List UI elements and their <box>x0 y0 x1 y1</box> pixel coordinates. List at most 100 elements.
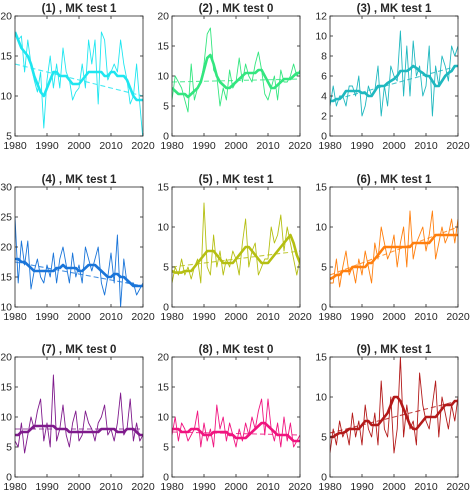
series-smoothed-line <box>172 233 300 274</box>
y-tick-label: 5 <box>163 101 169 113</box>
chart-panel-3: (3) , MK test 1 1980 1990 2000 2010 2020 0 2 4 6 8… <box>315 3 470 152</box>
y-tick-label: 0 <box>163 302 169 314</box>
y-tick-label: 30 <box>0 182 12 194</box>
x-tick-label: 1980 <box>3 481 27 493</box>
x-tick-label: 2000 <box>67 140 91 152</box>
y-tick-label: 20 <box>0 242 12 254</box>
y-tick-label: 15 <box>315 182 327 194</box>
chart-panel-5: (5) , MK test 1 1980 1990 2000 2010 2020 0 5 10 1… <box>157 174 312 323</box>
x-tick-label: 2020 <box>288 140 312 152</box>
series-trend-line <box>15 261 143 287</box>
y-tick-label: 5 <box>6 442 12 454</box>
panel-title: (6) , MK test 1 <box>357 174 432 186</box>
y-tick-label: 0 <box>6 472 12 484</box>
series-smoothed-line <box>330 395 458 439</box>
chart-panel-9: (9) , MK test 1 1980 1990 2000 2010 2020 0 5 10 1… <box>315 344 470 493</box>
y-tick-label: 0 <box>163 131 169 143</box>
x-tick-label: 2020 <box>288 311 312 323</box>
panel-title: (9) , MK test 1 <box>357 344 432 356</box>
y-tick-label: 10 <box>0 91 12 103</box>
x-tick-label: 2010 <box>256 311 280 323</box>
x-tick-label: 2000 <box>382 481 406 493</box>
y-tick-label: 10 <box>0 412 12 424</box>
y-tick-label: 5 <box>163 442 169 454</box>
y-tick-label: 20 <box>157 352 169 364</box>
x-tick-label: 1980 <box>160 140 184 152</box>
chart-panel-1: (1) , MK test 1 1980 1990 2000 2010 2020 5 10 15… <box>0 3 155 152</box>
x-tick-label: 2000 <box>67 481 91 493</box>
y-tick-label: 15 <box>0 382 12 394</box>
x-tick-label: 2020 <box>446 481 470 493</box>
series-annual-line <box>15 31 143 136</box>
series-smoothed-line <box>330 64 458 103</box>
y-tick-label: 0 <box>321 131 327 143</box>
x-tick-label: 2020 <box>131 140 155 152</box>
panel-title: (8) , MK test 0 <box>199 344 274 356</box>
x-tick-label: 2000 <box>224 311 248 323</box>
series-trend-line <box>330 65 458 102</box>
x-tick-label: 2020 <box>446 311 470 323</box>
panel-title: (4) , MK test 1 <box>42 174 117 186</box>
chart-panel-8: (8) , MK test 0 1980 1990 2000 2010 2020 0 5 10 1… <box>157 344 312 493</box>
y-tick-label: 15 <box>157 41 169 53</box>
x-tick-label: 2000 <box>224 481 248 493</box>
y-tick-label: 4 <box>321 91 327 103</box>
y-tick-label: 0 <box>321 302 327 314</box>
x-tick-label: 2010 <box>256 140 280 152</box>
x-tick-label: 2020 <box>131 481 155 493</box>
x-tick-label: 1990 <box>35 311 59 323</box>
y-tick-label: 10 <box>157 412 169 424</box>
panel-title: (5) , MK test 1 <box>199 174 274 186</box>
y-tick-label: 20 <box>157 11 169 23</box>
series-smoothed-line <box>15 424 143 437</box>
x-tick-label: 2000 <box>382 311 406 323</box>
series-trend-line <box>330 226 458 276</box>
y-tick-label: 10 <box>315 222 327 234</box>
series-trend-line <box>172 431 300 436</box>
series-smoothed-line <box>172 53 300 99</box>
y-tick-label: 5 <box>321 262 327 274</box>
axes-frame <box>14 356 144 478</box>
series-annual-line <box>330 30 458 117</box>
y-tick-label: 5 <box>321 432 327 444</box>
y-tick-label: 15 <box>0 51 12 63</box>
x-tick-label: 1980 <box>160 481 184 493</box>
series-annual-line <box>172 27 300 113</box>
axes-frame <box>171 356 301 478</box>
y-tick-label: 5 <box>163 262 169 274</box>
series-trend-line <box>172 250 300 268</box>
chart-panel-2: (2) , MK test 0 1980 1990 2000 2010 2020 0 5 10 1… <box>157 3 312 152</box>
y-tick-label: 25 <box>0 212 12 224</box>
x-tick-label: 2000 <box>67 311 91 323</box>
x-tick-label: 1980 <box>3 140 27 152</box>
series-trend-line <box>330 400 458 434</box>
x-tick-label: 1990 <box>350 311 374 323</box>
x-tick-label: 1990 <box>350 481 374 493</box>
x-tick-label: 2000 <box>382 140 406 152</box>
chart-panel-6: (6) , MK test 1 1980 1990 2000 2010 2020 0 5 10 1… <box>315 174 470 323</box>
x-tick-label: 1990 <box>35 481 59 493</box>
axes-frame <box>171 15 301 137</box>
x-tick-label: 2010 <box>256 481 280 493</box>
series-annual-line <box>330 357 458 454</box>
y-tick-label: 20 <box>0 11 12 23</box>
x-tick-label: 2020 <box>446 140 470 152</box>
y-tick-label: 15 <box>0 272 12 284</box>
y-tick-label: 10 <box>157 71 169 83</box>
y-tick-label: 10 <box>0 302 12 314</box>
y-tick-label: 10 <box>315 31 327 43</box>
panel-title: (2) , MK test 0 <box>199 3 274 15</box>
chart-panel-7: (7) , MK test 0 1980 1990 2000 2010 2020 0 5 10 1… <box>0 344 155 493</box>
x-tick-label: 2010 <box>414 140 438 152</box>
x-tick-label: 1990 <box>192 481 216 493</box>
x-tick-label: 2020 <box>288 481 312 493</box>
series-annual-line <box>172 398 300 448</box>
series-annual-line <box>330 210 458 288</box>
y-tick-label: 15 <box>157 382 169 394</box>
panel-title: (1) , MK test 1 <box>42 3 117 15</box>
x-tick-label: 2010 <box>99 140 123 152</box>
x-tick-label: 1980 <box>318 311 342 323</box>
series-trend-line <box>15 63 143 97</box>
x-tick-label: 1990 <box>192 140 216 152</box>
